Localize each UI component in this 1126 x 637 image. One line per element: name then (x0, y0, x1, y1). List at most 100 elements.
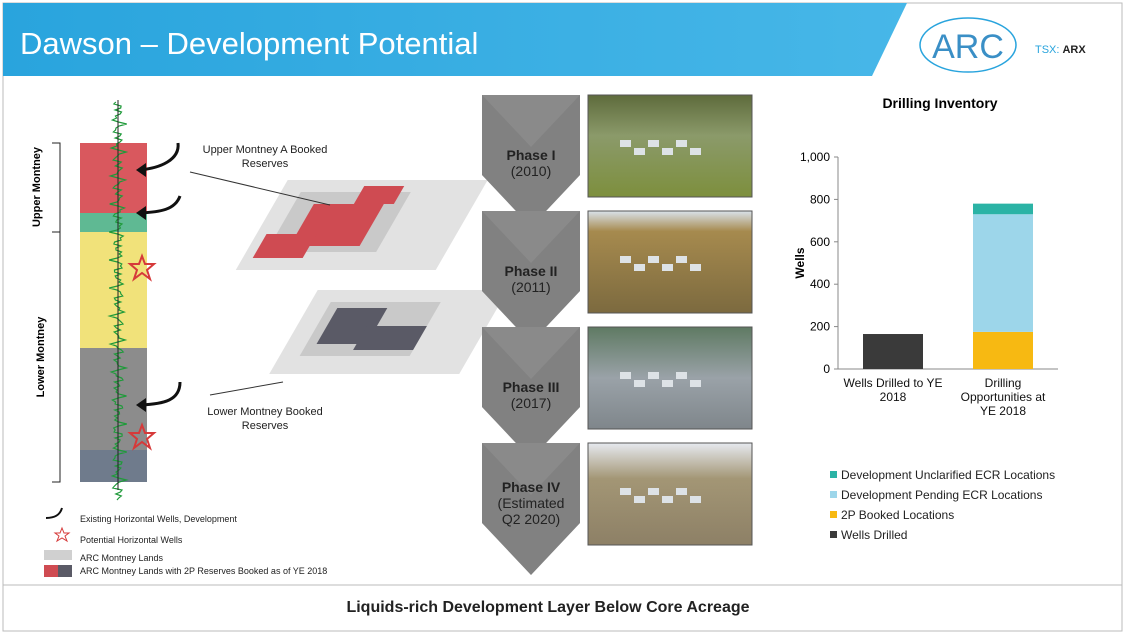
legend-swatch (58, 565, 72, 577)
header-bar (3, 3, 907, 76)
facility (634, 496, 645, 503)
logo: ARC (932, 28, 1004, 66)
phase-name: Phase II (504, 263, 558, 279)
chart: Drilling Inventory Wells 0 200 400 600 800 1,00… (793, 95, 1058, 376)
facility (690, 264, 701, 271)
facility (690, 496, 701, 503)
header-title: Dawson – Development Potential (20, 26, 478, 61)
legend-item: ARC Montney Lands with 2P Reserves Booke… (80, 566, 328, 576)
y-tick-label: 800 (810, 192, 830, 206)
x-tick-label: Wells Drilled to YE 2018 (843, 376, 943, 404)
legend-swatch (830, 531, 837, 538)
phase-chevron (482, 443, 580, 575)
ticker: TSX: ARX (1035, 44, 1086, 56)
facility (676, 140, 687, 147)
phases (482, 94, 753, 575)
phase-label: Phase II (2011) (483, 263, 579, 295)
lower-montney-label: Lower Montney (35, 316, 47, 398)
footer: Liquids-rich Development Layer Below Cor… (346, 599, 749, 616)
x-tick-label: Drilling Opportunities at YE 2018 (960, 376, 1046, 418)
legend-item: Development Pending ECR Locations (830, 488, 1042, 502)
lower-map-label: Lower Montney Booked Reserves (207, 406, 323, 432)
callout (189, 171, 331, 206)
facility (620, 256, 631, 263)
lower-map (269, 289, 508, 375)
phase-date: (2011) (511, 279, 551, 295)
facility (648, 488, 659, 495)
facility (690, 380, 701, 387)
phase-photo (587, 94, 753, 198)
facility (662, 264, 673, 271)
facility (648, 256, 659, 263)
legend-swatch (830, 511, 837, 518)
phase-date: (Estimated Q2 2020) (497, 495, 565, 527)
facility (662, 380, 673, 387)
legend-arrow (45, 507, 63, 519)
legend-text: 2P Booked Locations (841, 508, 955, 522)
bar-segment (973, 331, 1033, 369)
y-axis-label: Wells (793, 247, 807, 278)
legend-star (53, 526, 71, 543)
legend-item: ARC Montney Lands (80, 553, 164, 563)
y-tick-label: 0 (823, 362, 830, 376)
layer (80, 143, 147, 213)
facility (690, 148, 701, 155)
legend-swatch (830, 471, 837, 478)
facility (648, 372, 659, 379)
facility (634, 380, 645, 387)
legend-item: Existing Horizontal Wells, Development (80, 514, 237, 524)
phase-photo (587, 326, 753, 430)
layer (80, 232, 147, 348)
bar-segment (973, 203, 1033, 215)
facility (676, 372, 687, 379)
legend-swatch (830, 491, 837, 498)
facility (676, 488, 687, 495)
layer (80, 450, 147, 482)
facility (662, 496, 673, 503)
bar-segment (863, 334, 923, 369)
phase-label: Phase III (2017) (483, 379, 579, 411)
phase-label: Phase IV (Estimated Q2 2020) (483, 479, 579, 527)
phase-photo (587, 442, 753, 546)
y-tick-label: 600 (810, 235, 830, 249)
chart-title: Drilling Inventory (882, 95, 997, 111)
brackets (52, 142, 61, 483)
bar-segment (973, 214, 1033, 332)
legend-swatch (44, 565, 58, 577)
y-tick-label: 200 (810, 320, 830, 334)
upper-map (235, 179, 488, 271)
arrow-heads (136, 163, 146, 412)
legend-text: Development Pending ECR Locations (841, 488, 1043, 502)
facility (620, 372, 631, 379)
ticker-prefix: TSX: (1035, 44, 1059, 56)
upper-montney-label: Upper Montney (31, 146, 43, 227)
legend-item: 2P Booked Locations (830, 508, 954, 522)
upper-map-label: Upper Montney A Booked Reserves (202, 144, 328, 170)
callout (209, 381, 284, 396)
facility (634, 148, 645, 155)
phase-chevron-shade (482, 95, 580, 227)
phase-date: (2017) (510, 395, 552, 411)
facility (648, 140, 659, 147)
logo-ring (919, 17, 1017, 73)
phase-chevron-shade (482, 327, 580, 459)
phase-chevron-shade (482, 211, 580, 343)
phase-label: Phase I (2010) (483, 147, 579, 179)
facility (662, 148, 673, 155)
legend-text: Development Unclarified ECR Locations (841, 468, 1056, 482)
layer (80, 213, 147, 232)
potential-wells (127, 253, 157, 451)
legend-item: Wells Drilled (830, 528, 907, 542)
phase-photo (587, 210, 753, 314)
legend-item: Potential Horizontal Wells (80, 535, 183, 545)
legend-item: Development Unclarified ECR Locations (830, 468, 1055, 482)
facility (620, 488, 631, 495)
phase-date: (2010) (510, 163, 552, 179)
y-tick-label: 1,000 (800, 150, 830, 164)
phase-chevron (482, 95, 580, 227)
phase-name: Phase III (502, 379, 560, 395)
phase-name: Phase IV (501, 479, 561, 495)
phase-chevron (482, 211, 580, 343)
